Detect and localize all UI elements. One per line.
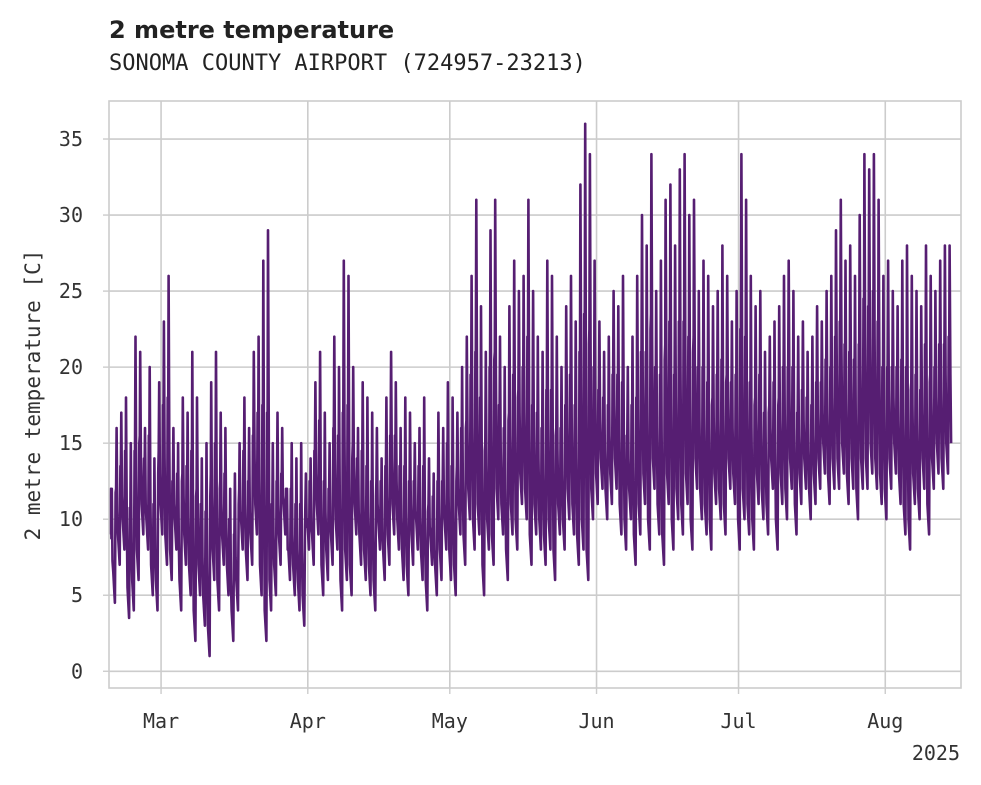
y-tick-label: 0	[71, 659, 83, 683]
x-tick-label: May	[432, 709, 468, 733]
y-axis-label: 2 metre temperature [C]	[21, 250, 45, 541]
x-axis-year-label: 2025	[912, 741, 960, 765]
y-tick-label: 30	[59, 203, 83, 227]
x-tick-label: Jul	[720, 709, 756, 733]
y-tick-label: 20	[59, 355, 83, 379]
y-tick-label: 15	[59, 431, 83, 455]
x-tick-label: Mar	[143, 709, 179, 733]
x-tick-label: Apr	[290, 709, 326, 733]
y-tick-label: 25	[59, 279, 83, 303]
x-tick-label: Aug	[867, 709, 903, 733]
y-tick-label: 35	[59, 127, 83, 151]
chart-subtitle: SONOMA COUNTY AIRPORT (724957-23213)	[109, 51, 586, 76]
y-tick-label: 5	[71, 583, 83, 607]
temperature-series-line	[108, 122, 953, 658]
y-tick-label: 10	[59, 507, 83, 531]
axis-layer: 0 5 10 15 20 25 30 35 Mar Apr May Jun Jul Aug	[59, 127, 903, 733]
plot-frame	[108, 100, 962, 689]
chart-title: 2 metre temperature	[109, 16, 395, 44]
series-layer	[108, 122, 953, 658]
x-tick-label: Jun	[578, 709, 614, 733]
